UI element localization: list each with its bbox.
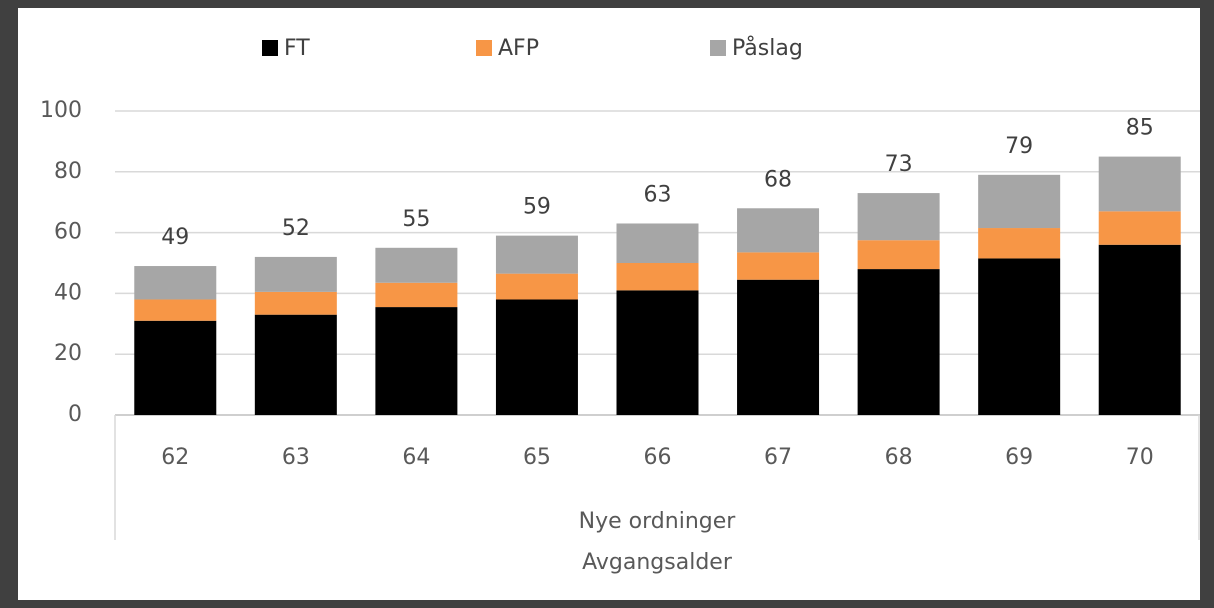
bar-segment (495, 273, 578, 300)
y-tick-label: 100 (40, 98, 82, 123)
legend-swatch (710, 40, 726, 56)
bar-segment (134, 299, 217, 321)
y-tick-label: 80 (54, 159, 82, 184)
y-tick-label: 60 (54, 220, 82, 245)
bar-segment (616, 263, 699, 291)
total-label: 55 (402, 207, 430, 232)
bar-segment (978, 258, 1061, 415)
bar-segment (495, 299, 578, 415)
bar-segment (1098, 211, 1181, 245)
legend-label: Påslag (732, 35, 803, 61)
bar-segment (857, 240, 940, 270)
bar-segment (737, 279, 820, 415)
y-tick-label: 40 (54, 280, 82, 305)
bar-segment (978, 174, 1061, 229)
bar-segment (134, 266, 217, 300)
bar-segment (254, 291, 337, 315)
legend-swatch (262, 40, 278, 56)
x-tick-label: 65 (523, 445, 551, 470)
y-tick-label: 0 (68, 402, 82, 427)
x-tick-label: 70 (1126, 445, 1154, 470)
total-label: 73 (885, 152, 913, 177)
x-tick-label: 64 (402, 445, 430, 470)
legend-label: FT (284, 36, 310, 61)
bar-segment (737, 252, 820, 280)
x-tick-label: 63 (282, 445, 310, 470)
x-tick-label: 69 (1005, 445, 1033, 470)
total-label: 79 (1005, 134, 1033, 159)
bar-segment (134, 320, 217, 415)
total-label: 52 (282, 216, 310, 241)
bar-segment (616, 290, 699, 415)
total-label: 85 (1126, 116, 1154, 141)
total-label: 49 (161, 225, 189, 250)
x-tick-label: 67 (764, 445, 792, 470)
x-tick-label: 62 (161, 445, 189, 470)
total-label: 59 (523, 195, 551, 220)
x-axis-title: Avgangsalder (582, 550, 733, 575)
bar-segment (375, 307, 458, 415)
x-tick-label: 68 (885, 445, 913, 470)
total-label: 68 (764, 167, 792, 192)
bar-segment (857, 193, 940, 241)
bar-segment (737, 208, 820, 253)
bar-segment (1098, 244, 1181, 415)
legend-label: AFP (498, 36, 539, 61)
bar-segment (375, 247, 458, 283)
total-label: 63 (644, 182, 672, 207)
bar-segment (616, 223, 699, 263)
group-label: Nye ordninger (579, 509, 737, 534)
legend-swatch (476, 40, 492, 56)
x-tick-label: 66 (644, 445, 672, 470)
bar-segment (375, 282, 458, 308)
bar-segment (978, 228, 1061, 259)
bar-segment (254, 256, 337, 292)
y-tick-label: 20 (54, 341, 82, 366)
bar-segment (254, 314, 337, 415)
bar-segment (857, 269, 940, 415)
bar-segment (495, 235, 578, 274)
bar-segment (1098, 156, 1181, 212)
